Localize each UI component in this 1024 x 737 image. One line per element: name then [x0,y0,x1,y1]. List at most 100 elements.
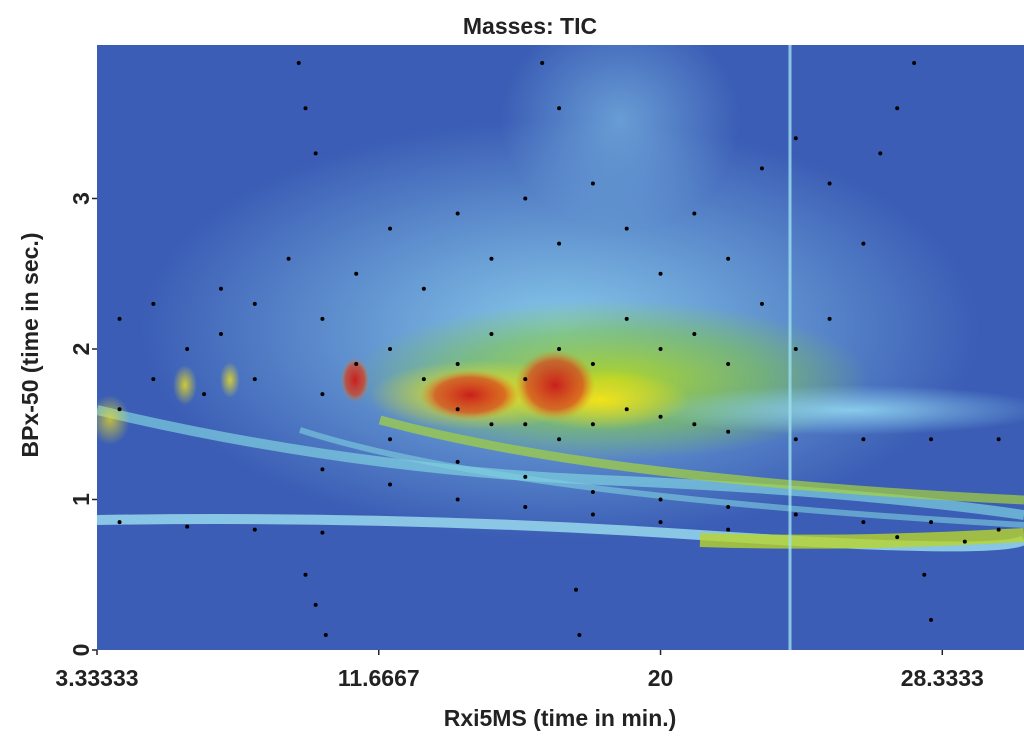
data-point [455,497,460,502]
x-tick-label: 3.33333 [55,665,138,691]
data-point [455,407,460,412]
data-point [557,437,562,442]
data-point [861,437,866,442]
data-point [557,241,562,246]
x-tick-label: 20 [648,665,674,691]
data-point [793,347,798,352]
y-tick-label: 0 [68,644,94,657]
data-point [793,136,798,141]
data-point [726,527,731,532]
data-point [218,286,223,291]
x-tick-label: 11.6667 [338,665,420,691]
data-point [313,602,318,607]
data-point [489,331,494,336]
data-point [540,61,545,66]
data-point [185,524,190,529]
x-axis-label: Rxi5MS (time in min.) [444,705,677,731]
data-point [726,362,731,367]
data-point [759,166,764,171]
data-point [726,505,731,510]
data-point [861,241,866,246]
data-point [252,377,257,382]
data-point [557,347,562,352]
data-point [557,106,562,111]
chart-title: Masses: TIC [463,13,597,39]
data-point [286,256,291,261]
data-point [827,181,832,186]
data-point [489,256,494,261]
data-point [388,437,393,442]
data-point [117,407,122,412]
data-point [320,316,325,321]
data-point [202,392,207,397]
data-point [929,437,934,442]
data-point [895,535,900,540]
data-point [320,530,325,535]
data-point [252,301,257,306]
data-point [590,181,595,186]
data-point [692,422,697,427]
data-point [793,512,798,517]
data-point [354,362,359,367]
data-point [489,422,494,427]
data-point [455,362,460,367]
x-tick-label: 28.3333 [901,665,984,691]
data-point [421,286,426,291]
data-point [590,362,595,367]
data-point [726,429,731,434]
data-point [455,211,460,216]
data-point [692,331,697,336]
data-point [573,587,578,592]
data-point [590,422,595,427]
data-point [523,196,528,201]
data-point [117,316,122,321]
y-tick-label: 2 [68,343,94,356]
data-point [151,301,156,306]
data-point [185,347,190,352]
data-point [793,437,798,442]
data-point [912,61,917,66]
data-point [996,437,1001,442]
data-point [388,482,393,487]
data-point [922,572,927,577]
data-point [590,489,595,494]
data-point [929,520,934,525]
data-point [658,497,663,502]
data-point [590,512,595,517]
data-point [320,392,325,397]
data-point [303,572,308,577]
data-point [303,106,308,111]
data-point [252,527,257,532]
data-point [759,301,764,306]
data-point [354,271,359,276]
data-point [658,347,663,352]
data-point [878,151,883,156]
y-tick-label: 3 [68,192,94,205]
data-point [313,151,318,156]
data-point [455,459,460,464]
data-point [421,377,426,382]
data-point [624,226,629,231]
data-point [861,520,866,525]
data-point [523,422,528,427]
data-point [658,271,663,276]
data-point [151,377,156,382]
data-point [218,331,223,336]
data-point [895,106,900,111]
data-point [624,407,629,412]
data-point [523,474,528,479]
data-point [388,226,393,231]
data-point [296,61,301,66]
data-point [962,539,967,544]
data-point [827,316,832,321]
data-point [323,632,328,637]
data-point [523,505,528,510]
data-point [523,377,528,382]
y-tick-label: 1 [68,493,94,506]
data-point [577,632,582,637]
data-point [692,211,697,216]
y-axis-label: BPx-50 (time in sec.) [17,233,43,458]
data-point [996,527,1001,532]
